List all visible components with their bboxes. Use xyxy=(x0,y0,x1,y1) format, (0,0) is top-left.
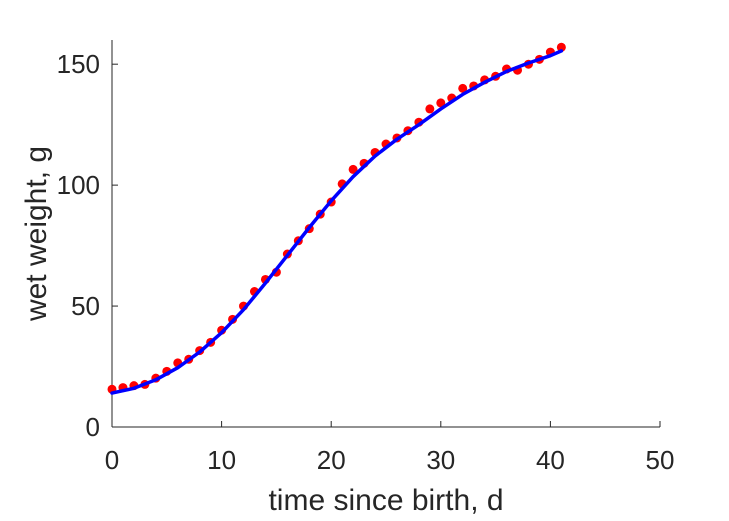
data-point xyxy=(348,164,358,174)
x-axis-label: time since birth, d xyxy=(268,484,503,517)
data-point xyxy=(556,42,566,52)
x-tick-label: 40 xyxy=(536,445,565,475)
x-tick-label: 20 xyxy=(317,445,346,475)
y-axis-label: wet weight, g xyxy=(20,146,53,322)
data-point xyxy=(458,83,468,93)
x-tick-label: 50 xyxy=(646,445,675,475)
y-tick-label: 150 xyxy=(57,49,100,79)
x-tick-label: 0 xyxy=(105,445,119,475)
data-point xyxy=(436,98,446,108)
axes: 0 10 20 30 40 50 0 50 100 150 xyxy=(57,40,675,475)
series-layer xyxy=(107,42,566,395)
data-point xyxy=(425,104,435,114)
x-tick-label: 10 xyxy=(207,445,236,475)
y-tick-label: 0 xyxy=(86,412,100,442)
y-tick-label: 100 xyxy=(57,170,100,200)
y-tick-label: 50 xyxy=(71,291,100,321)
x-tick-label: 30 xyxy=(426,445,455,475)
fit-line xyxy=(110,49,564,395)
